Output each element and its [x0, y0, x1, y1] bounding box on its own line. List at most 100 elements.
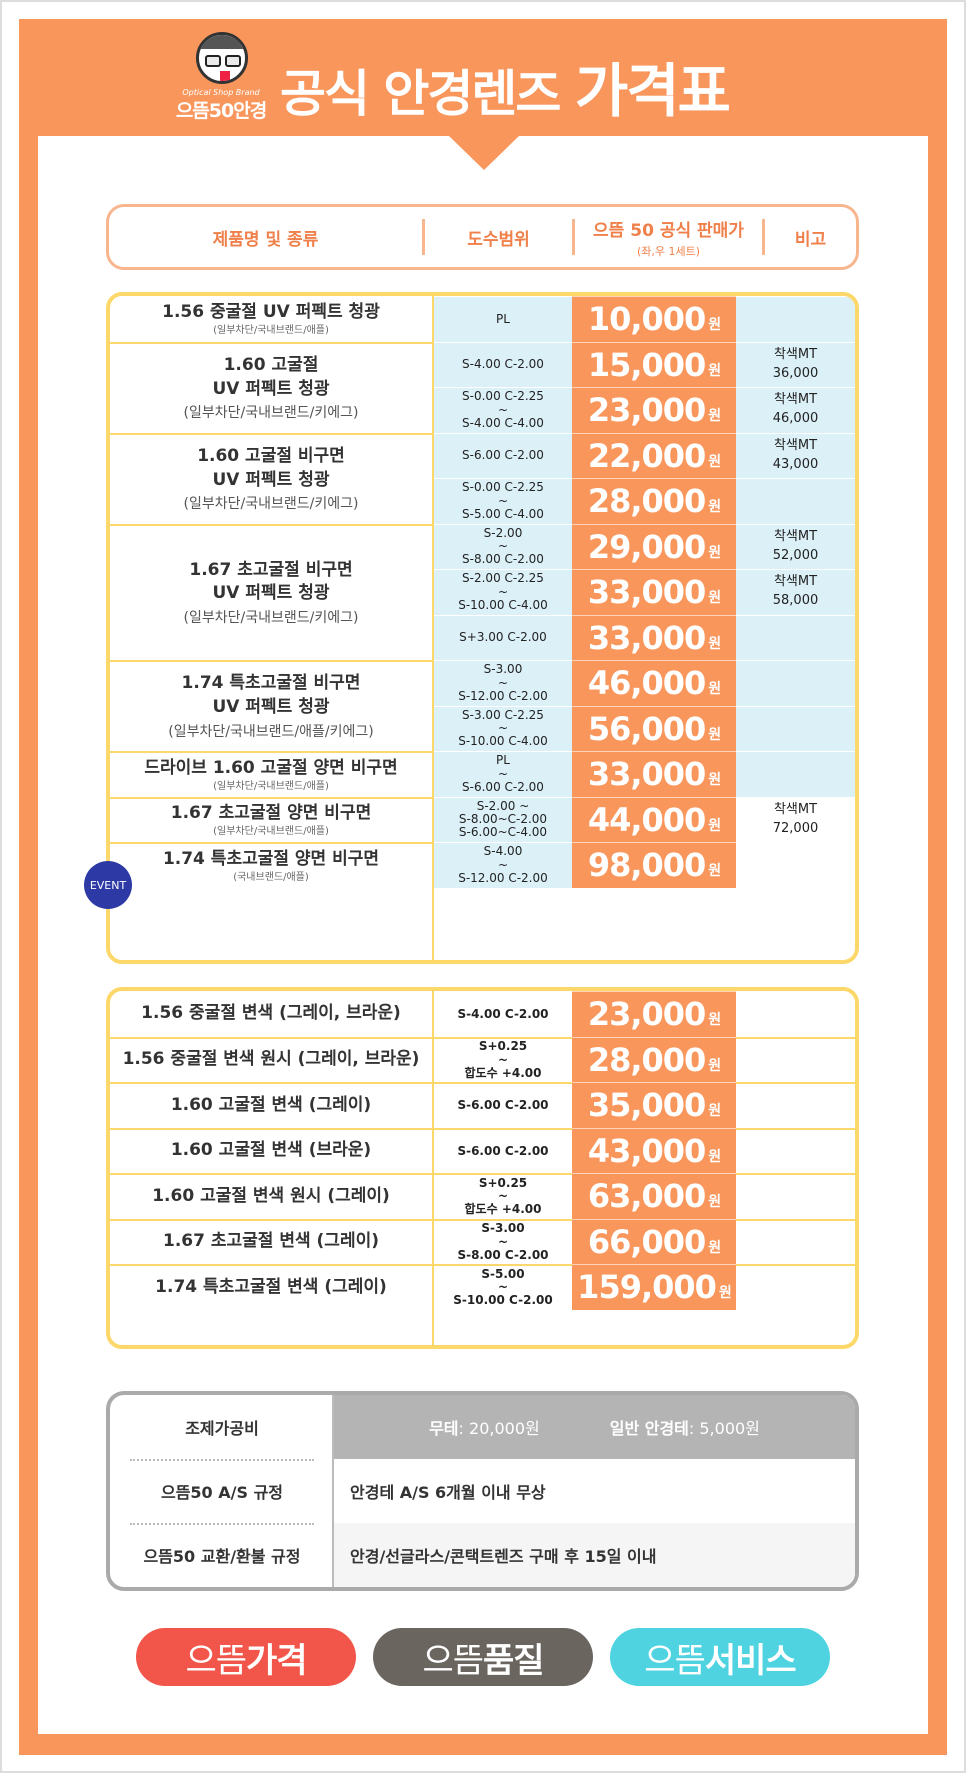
price-cell: 56,000 원 [572, 705, 736, 751]
range-cell: S+3.00 C-2.00 [434, 614, 572, 660]
range-cell: S-0.00 C-2.25 ~ S-4.00 C-4.00 [434, 387, 572, 433]
note-cell [736, 705, 855, 751]
product-name: 드라이브 1.60 고굴절 양면 비구면 (일부차단/국내브랜드/애플) [110, 751, 432, 797]
product-name: 1.74 특초고굴절 변색 (그레이) [110, 1264, 432, 1310]
lens-price-table: 1.56 중굴절 UV 퍼펙트 청광 (일부차단/국내브랜드/애플) PL 10,00… [106, 292, 859, 964]
product-name: 1.56 중굴절 UV 퍼펙트 청광 (일부차단/국내브랜드/애플) [162, 301, 380, 336]
refund-value-bg [334, 1523, 855, 1587]
range-cell: S-6.00 C-2.00 [434, 432, 572, 478]
note-cell [736, 1218, 855, 1264]
page-title: 공식 안경렌즈 가격표 [280, 57, 731, 125]
price-cell: 10,000 원 [572, 296, 736, 342]
note-cell [736, 1264, 855, 1310]
price-cell: 98,000 원 [572, 842, 736, 888]
price-cell: 35,000 원 [572, 1082, 736, 1128]
photochromic-price-table: 1.56 중굴절 변색 (그레이, 브라운) S-4.00 C-2.00 23,00… [106, 987, 859, 1349]
range-cell: S-6.00 C-2.00 [434, 1127, 572, 1173]
price-cell: 66,000 원 [572, 1218, 736, 1264]
product-name: 1.67 초고굴절 변색 (그레이) [110, 1218, 432, 1265]
fee-value-bg [334, 1395, 855, 1459]
range-cell: S-4.00 ~ S-12.00 C-2.00 [434, 842, 572, 888]
event-badge: EVENT [84, 861, 132, 909]
note-cell: 착색MT 36,000 [736, 341, 855, 387]
price-cell: 33,000 원 [572, 614, 736, 660]
range-cell: S-3.00 ~ S-8.00 C-2.00 [434, 1218, 572, 1264]
fee-values: 무테 : 20,000원 일반 안경테 : 5,000원 [429, 1419, 760, 1438]
price-cell: 33,000 원 [572, 751, 736, 797]
header-product: 제품명 및 종류 [109, 219, 425, 255]
note-cell [736, 660, 855, 706]
range-cell: PL ~ S-6.00 C-2.00 [434, 751, 572, 797]
price-cell: 46,000 원 [572, 660, 736, 706]
product-name: 1.67 초고굴절 비구면 UV 퍼펙트 청광 (일부차단/국내브랜드/키에그) [110, 523, 432, 661]
refund-value: 안경/선글라스/콘택트렌즈 구매 후 15일 이내 [350, 1547, 657, 1566]
brand-name: 으뜸50안경 [175, 100, 267, 122]
note-cell: 착색MT 46,000 [736, 387, 855, 433]
product-name: 1.56 중굴절 변색 (그레이, 브라운) [141, 1002, 401, 1023]
note-cell [736, 751, 855, 797]
as-value: 안경테 A/S 6개월 이내 무상 [350, 1483, 546, 1502]
range-cell: PL [434, 296, 572, 342]
range-cell: S-4.00 C-2.00 [434, 341, 572, 387]
note-cell [736, 478, 855, 524]
product-name: 1.74 특초고굴절 양면 비구면 (국내브랜드/애플) [110, 842, 432, 888]
note-cell [736, 1082, 855, 1128]
best-price-button[interactable]: 으뜸 가격 [136, 1628, 356, 1686]
range-cell: S-2.00 ~ S-8.00 C-2.00 [434, 523, 572, 569]
product-name: 1.60 고굴절 UV 퍼펙트 청광 (일부차단/국내브랜드/키에그) [110, 341, 432, 433]
note-cell [736, 1173, 855, 1219]
service-fee-box: 조제가공비 으뜸50 A/S 규정 으뜸50 교환/환불 규정 무테 : 20,… [106, 1391, 859, 1591]
product-name: 1.67 초고굴절 양면 비구면 (일부차단/국내브랜드/애플) [110, 796, 432, 843]
price-cell: 15,000 원 [572, 341, 736, 387]
header-note: 비고 [794, 229, 827, 250]
note-cell [736, 991, 855, 1037]
brand-logo: Optical Shop Brand 으뜸50안경 [172, 32, 270, 124]
note-cell: 착색MT 58,000 [736, 569, 855, 615]
price-cell: 28,000 원 [572, 1036, 736, 1082]
range-cell: S+0.25 ~ 합도수 +4.00 [434, 1173, 572, 1219]
range-cell: S-4.00 C-2.00 [434, 991, 572, 1037]
note-cell [736, 1127, 855, 1173]
note-cell: 착색MT 72,000 [736, 796, 855, 842]
mascot-icon [196, 32, 248, 84]
fee-label: 조제가공비 [185, 1419, 259, 1438]
brand-tagline: Optical Shop Brand [182, 88, 260, 97]
range-cell: S-3.00 ~ S-12.00 C-2.00 [434, 660, 572, 706]
product-name: 1.56 중굴절 변색 원시 (그레이, 브라운) [110, 1036, 432, 1083]
as-label: 으뜸50 A/S 규정 [160, 1483, 284, 1502]
range-cell: S-0.00 C-2.25 ~ S-5.00 C-4.00 [434, 478, 572, 524]
price-cell: 29,000 원 [572, 523, 736, 569]
price-cell: 23,000 원 [572, 991, 736, 1037]
range-cell: S-2.00 C-2.25 ~ S-10.00 C-4.00 [434, 569, 572, 615]
note-cell [736, 842, 855, 888]
range-cell: S-5.00 ~ S-10.00 C-2.00 [434, 1264, 572, 1310]
product-name: 1.60 고굴절 비구면 UV 퍼펙트 청광 (일부차단/국내브랜드/키에그) [110, 432, 432, 524]
product-name: 1.60 고굴절 변색 (그레이) [110, 1082, 432, 1128]
range-cell: S-6.00 C-2.00 [434, 1082, 572, 1128]
note-cell [736, 296, 855, 342]
header-range: 도수범위 [425, 219, 575, 255]
range-cell: S-2.00 ~ S-8.00~C-2.00 S-6.00~C-4.00 [434, 796, 572, 842]
range-cell: S+0.25 ~ 합도수 +4.00 [434, 1036, 572, 1082]
refund-label: 으뜸50 교환/환불 규정 [143, 1547, 301, 1566]
note-cell: 착색MT 43,000 [736, 432, 855, 478]
price-cell: 43,000 원 [572, 1127, 736, 1173]
range-cell: S-3.00 C-2.25 ~ S-10.00 C-4.00 [434, 705, 572, 751]
price-cell: 28,000 원 [572, 478, 736, 524]
best-service-button[interactable]: 으뜸 서비스 [610, 1628, 830, 1686]
price-cell: 159,000 원 [572, 1264, 736, 1310]
header-price: 으뜸 50 공식 판매가 (좌,우 1세트) [575, 219, 765, 258]
price-cell: 23,000 원 [572, 387, 736, 433]
product-name: 1.60 고굴절 변색 원시 (그레이) [110, 1173, 432, 1219]
best-quality-button[interactable]: 으뜸 품질 [373, 1628, 593, 1686]
note-cell: 착색MT 52,000 [736, 523, 855, 569]
product-name: 1.74 특초고굴절 비구면 UV 퍼펙트 청광 (일부차단/국내브랜드/애플/키에… [110, 660, 432, 751]
price-cell: 63,000 원 [572, 1173, 736, 1219]
product-name: 1.60 고굴절 변색 (브라운) [110, 1127, 432, 1174]
price-cell: 33,000 원 [572, 569, 736, 615]
price-cell: 44,000 원 [572, 796, 736, 842]
price-cell: 22,000 원 [572, 432, 736, 478]
note-cell [736, 1036, 855, 1082]
table-header: 제품명 및 종류 도수범위 으뜸 50 공식 판매가 (좌,우 1세트) 비고 [106, 204, 859, 270]
note-cell [736, 614, 855, 660]
